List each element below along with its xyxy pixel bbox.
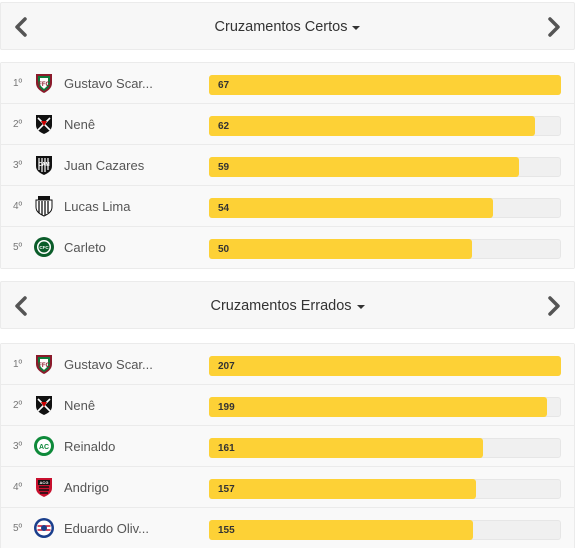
caret-down-icon <box>352 26 361 30</box>
ranking-list: 1º FFC Gustavo Scar... 67 2º Nenê 62 3º CAM Juan … <box>0 62 575 269</box>
panel-title: Cruzamentos Errados <box>210 298 352 314</box>
bahia-crest-icon <box>33 517 55 539</box>
stat-bar-track: 59 <box>209 157 561 177</box>
stat-value: 50 <box>218 244 230 255</box>
svg-text:FFC: FFC <box>38 82 50 88</box>
player-name[interactable]: Andrigo <box>64 480 109 495</box>
ranking-row[interactable]: 1º FFC Gustavo Scar... 67 <box>1 63 574 104</box>
stat-bar-fill <box>209 479 476 499</box>
chevron-right-icon[interactable] <box>534 3 574 51</box>
svg-text:ACG: ACG <box>40 480 49 485</box>
stat-bar-track: 207 <box>209 356 561 376</box>
chapecoense-crest-icon: AC <box>33 435 55 457</box>
stat-value: 155 <box>218 525 235 536</box>
player-name[interactable]: Nenê <box>64 398 96 413</box>
stat-bar-fill <box>209 438 483 458</box>
rank-label: 2º <box>13 119 23 130</box>
stat-bar-track: 50 <box>209 239 561 259</box>
player-name[interactable]: Carleto <box>64 240 106 255</box>
svg-text:AC: AC <box>39 444 49 451</box>
stat-bar-track: 54 <box>209 198 561 218</box>
stat-value: 199 <box>218 402 235 413</box>
rank-label: 4º <box>13 201 23 212</box>
panel-title-dropdown[interactable]: Cruzamentos Errados <box>1 282 574 330</box>
panel-title-dropdown[interactable]: Cruzamentos Certos <box>1 3 574 51</box>
rank-label: 5º <box>13 523 23 534</box>
rank-label: 4º <box>13 482 23 493</box>
stat-value: 207 <box>218 361 235 372</box>
ranking-row[interactable]: 4º ACG Andrigo 157 <box>1 467 574 508</box>
panel-header: Cruzamentos Errados <box>0 281 575 329</box>
stat-bar-fill <box>209 356 561 376</box>
svg-text:CAM: CAM <box>38 162 49 168</box>
santos-crest-icon <box>33 195 55 217</box>
caret-down-icon <box>356 305 365 309</box>
stat-bar-track: 62 <box>209 116 561 136</box>
chevron-left-icon[interactable] <box>1 282 41 330</box>
vasco-crest-icon <box>33 394 55 416</box>
rank-label: 1º <box>13 78 23 89</box>
player-name[interactable]: Nenê <box>64 117 96 132</box>
stat-value: 54 <box>218 203 230 214</box>
ranking-row[interactable]: 5º Eduardo Oliv... 155 <box>1 508 574 548</box>
player-name[interactable]: Juan Cazares <box>64 158 145 173</box>
stat-value: 59 <box>218 162 230 173</box>
player-name[interactable]: Eduardo Oliv... <box>64 521 150 536</box>
svg-text:FFC: FFC <box>38 363 50 369</box>
fluminense-crest-icon: FFC <box>33 72 55 94</box>
ranking-row[interactable]: 3º CAM Juan Cazares 59 <box>1 145 574 186</box>
ranking-row[interactable]: 3º AC Reinaldo 161 <box>1 426 574 467</box>
stat-bar-fill <box>209 239 472 259</box>
stat-bar-track: 161 <box>209 438 561 458</box>
stat-value: 62 <box>218 121 230 132</box>
player-name[interactable]: Gustavo Scar... <box>64 76 153 91</box>
rank-label: 3º <box>13 441 23 452</box>
ranking-row[interactable]: 1º FFC Gustavo Scar... 207 <box>1 344 574 385</box>
chevron-left-icon[interactable] <box>1 3 41 51</box>
stat-bar-fill <box>209 157 519 177</box>
panel-title: Cruzamentos Certos <box>214 19 348 35</box>
stat-bar-track: 157 <box>209 479 561 499</box>
ranking-row[interactable]: 2º Nenê 199 <box>1 385 574 426</box>
ranking-row[interactable]: 2º Nenê 62 <box>1 104 574 145</box>
rank-label: 2º <box>13 400 23 411</box>
player-name[interactable]: Gustavo Scar... <box>64 357 153 372</box>
stat-bar-track: 199 <box>209 397 561 417</box>
vasco-crest-icon <box>33 113 55 135</box>
atletico-mg-crest-icon: CAM <box>33 154 55 176</box>
ranking-row[interactable]: 4º Lucas Lima 54 <box>1 186 574 227</box>
atletico-go-crest-icon: ACG <box>33 476 55 498</box>
stat-bar-track: 155 <box>209 520 561 540</box>
coritiba-crest-icon: CFC <box>33 236 55 258</box>
stat-bar-fill <box>209 198 493 218</box>
svg-text:CFC: CFC <box>39 245 49 250</box>
player-name[interactable]: Lucas Lima <box>64 199 131 214</box>
stat-value: 67 <box>218 80 230 91</box>
ranking-row[interactable]: 5º CFC Carleto 50 <box>1 227 574 268</box>
rank-label: 3º <box>13 160 23 171</box>
stat-value: 161 <box>218 443 235 454</box>
stat-bar-fill <box>209 520 473 540</box>
stat-bar-fill <box>209 397 548 417</box>
stat-bar-fill <box>209 116 535 136</box>
chevron-right-icon[interactable] <box>534 282 574 330</box>
stat-bar-track: 67 <box>209 75 561 95</box>
panel-header: Cruzamentos Certos <box>0 2 575 50</box>
stat-value: 157 <box>218 484 235 495</box>
rank-label: 5º <box>13 242 23 253</box>
player-name[interactable]: Reinaldo <box>64 439 116 454</box>
fluminense-crest-icon: FFC <box>33 353 55 375</box>
ranking-list: 1º FFC Gustavo Scar... 207 2º Nenê 199 3º AC Rein… <box>0 343 575 548</box>
rank-label: 1º <box>13 359 23 370</box>
stat-bar-fill <box>209 75 561 95</box>
